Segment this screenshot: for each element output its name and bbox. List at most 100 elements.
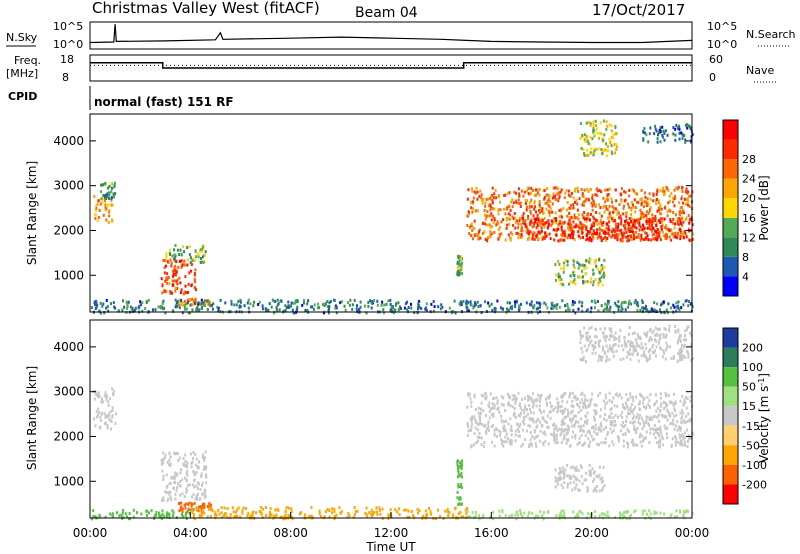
velocity-cell bbox=[200, 505, 203, 509]
velocity-cell bbox=[589, 473, 592, 477]
velocity-cell bbox=[523, 409, 526, 413]
velocity-cell bbox=[478, 436, 481, 439]
velocity-cell bbox=[540, 394, 543, 397]
power-cell bbox=[636, 235, 639, 239]
power-cell bbox=[574, 187, 577, 191]
power-cell bbox=[632, 224, 635, 227]
power-cell bbox=[642, 225, 645, 229]
power-cell bbox=[471, 210, 474, 214]
velocity-cell bbox=[162, 461, 165, 465]
velocity-cell bbox=[170, 476, 173, 480]
power-cell bbox=[397, 301, 400, 305]
power-cell bbox=[522, 215, 524, 219]
power-cell bbox=[470, 206, 473, 210]
power-cell bbox=[580, 135, 583, 139]
power-cell bbox=[674, 222, 676, 226]
velocity-cell bbox=[633, 420, 636, 424]
power-cell bbox=[538, 188, 541, 191]
power-cell bbox=[651, 226, 654, 230]
power-cell bbox=[599, 220, 602, 224]
power-cell bbox=[568, 216, 571, 220]
power-cell bbox=[511, 232, 514, 236]
velocity-cell bbox=[579, 341, 582, 345]
power-cell bbox=[575, 223, 578, 227]
power-cell bbox=[592, 127, 595, 131]
power-cell bbox=[172, 274, 175, 278]
power-cell bbox=[564, 191, 567, 195]
velocity-cell bbox=[201, 492, 204, 496]
power-cell bbox=[355, 307, 358, 311]
power-cell bbox=[558, 305, 561, 309]
power-cell bbox=[689, 194, 692, 198]
power-cell bbox=[491, 186, 494, 190]
power-cell bbox=[563, 267, 565, 271]
power-cell bbox=[679, 235, 682, 239]
velocity-cell bbox=[568, 395, 571, 399]
colorbar-swatch bbox=[723, 445, 738, 465]
velocity-cell bbox=[630, 440, 633, 444]
power-cell bbox=[491, 207, 494, 210]
velocity-cell bbox=[598, 354, 601, 358]
power-cell bbox=[643, 191, 646, 195]
velocity-cell bbox=[568, 476, 571, 480]
power-cell bbox=[473, 219, 476, 223]
velocity-cell bbox=[680, 409, 683, 412]
power-cell bbox=[505, 207, 508, 211]
power-cell bbox=[544, 231, 547, 235]
power-cell bbox=[600, 235, 602, 239]
power-cell bbox=[280, 299, 283, 303]
power-cell bbox=[551, 202, 554, 206]
power-cell bbox=[617, 305, 620, 309]
power-cell bbox=[624, 227, 627, 231]
velocity-cell bbox=[164, 490, 167, 494]
power-cell bbox=[672, 126, 675, 129]
power-cell bbox=[588, 238, 591, 242]
power-cell bbox=[193, 286, 196, 290]
velocity-cell bbox=[568, 392, 571, 396]
velocity-cell bbox=[214, 512, 216, 516]
velocity-cell bbox=[187, 483, 189, 487]
velocity-cell bbox=[457, 512, 460, 516]
power-cell bbox=[677, 304, 680, 308]
velocity-cell bbox=[648, 354, 651, 358]
velocity-cell bbox=[560, 428, 563, 432]
velocity-cell bbox=[582, 429, 585, 433]
velocity-cell bbox=[597, 359, 600, 363]
velocity-cell bbox=[418, 509, 421, 513]
velocity-cell bbox=[662, 414, 664, 418]
power-cell bbox=[536, 213, 539, 217]
power-cell bbox=[615, 142, 618, 146]
velocity-cell bbox=[542, 416, 545, 420]
power-cell bbox=[583, 133, 586, 137]
velocity-cell bbox=[588, 464, 591, 467]
velocity-cell bbox=[470, 425, 473, 429]
power-cell bbox=[679, 209, 682, 213]
power-cell bbox=[592, 268, 595, 272]
velocity-cell bbox=[523, 418, 526, 422]
power-cell bbox=[526, 228, 529, 232]
velocity-cell bbox=[488, 401, 491, 405]
power-cell bbox=[261, 304, 264, 308]
power-cell bbox=[106, 192, 109, 196]
velocity-cell bbox=[183, 495, 186, 499]
velocity-cell bbox=[676, 359, 679, 363]
power-cell bbox=[615, 303, 618, 307]
power-cell bbox=[380, 303, 383, 307]
velocity-cell bbox=[587, 512, 590, 515]
velocity-cell bbox=[659, 408, 662, 412]
power-cell bbox=[533, 217, 536, 221]
velocity-cell bbox=[622, 348, 625, 352]
power-cell bbox=[404, 302, 407, 306]
velocity-cell bbox=[584, 420, 587, 424]
y-tick-label: 3000 bbox=[53, 385, 84, 399]
velocity-cell bbox=[101, 400, 104, 404]
power-cell bbox=[509, 306, 512, 310]
velocity-cell bbox=[580, 337, 582, 341]
velocity-cell bbox=[534, 442, 537, 445]
velocity-cell bbox=[607, 514, 610, 518]
power-cell bbox=[534, 205, 537, 209]
velocity-cell bbox=[686, 428, 689, 432]
power-cell bbox=[667, 302, 670, 306]
power-cell bbox=[474, 301, 476, 305]
